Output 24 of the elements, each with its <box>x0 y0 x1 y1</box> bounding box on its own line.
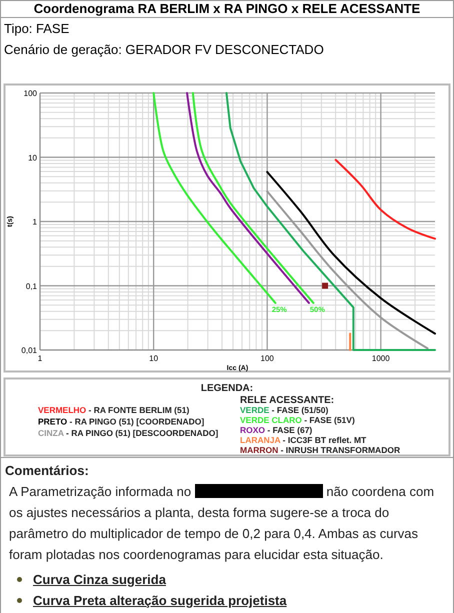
text: VERMELHO - RA FONTE BERLIM (51) <box>38 405 190 415</box>
text: PRETO - RA PINGO (51) [COORDENADO] <box>38 416 204 426</box>
x-tick-label: 1000 <box>372 354 390 363</box>
text: Curva Preta alteração sugerida projetista <box>33 593 287 608</box>
text: RELE ACESSANTE: <box>240 395 334 406</box>
y-tick-label: 0,01 <box>21 346 38 355</box>
text: LARANJA - ICC3F BT reflet. MT <box>240 435 368 445</box>
chart-subtitle: Tipo: FASE Cenário de geração: GERADOR FV DESCONECTADO <box>4 21 324 57</box>
text: CINZA - RA PINGO (51) [DESCOORDENADO] <box>38 428 218 438</box>
text: Comentários: <box>5 462 90 480</box>
text: VERDE CLARO - FASE (51V) <box>240 415 355 425</box>
text: ROXO - FASE (67) <box>240 425 312 435</box>
y-tick-label: 1 <box>32 218 38 226</box>
y-tick-label: 100 <box>24 89 38 98</box>
chart-title: Coordenograma RA BERLIM x RA PINGO x RELE ACESSANTE <box>34 1 421 16</box>
legend-title: LEGENDA: <box>200 383 254 394</box>
y-tick-label: 0,1 <box>26 282 38 291</box>
text: Curva Cinza sugerida <box>33 572 166 587</box>
text: A Parametrização informada no <box>9 484 192 499</box>
x-tick-label: 10 <box>149 354 159 363</box>
text: VERDE - FASE (51/50) <box>240 405 329 415</box>
y-tick-label: 10 <box>28 153 38 162</box>
text: MARRON - INRUSH TRANSFORMADOR <box>240 445 400 455</box>
x-tick-label: 100 <box>260 354 274 363</box>
